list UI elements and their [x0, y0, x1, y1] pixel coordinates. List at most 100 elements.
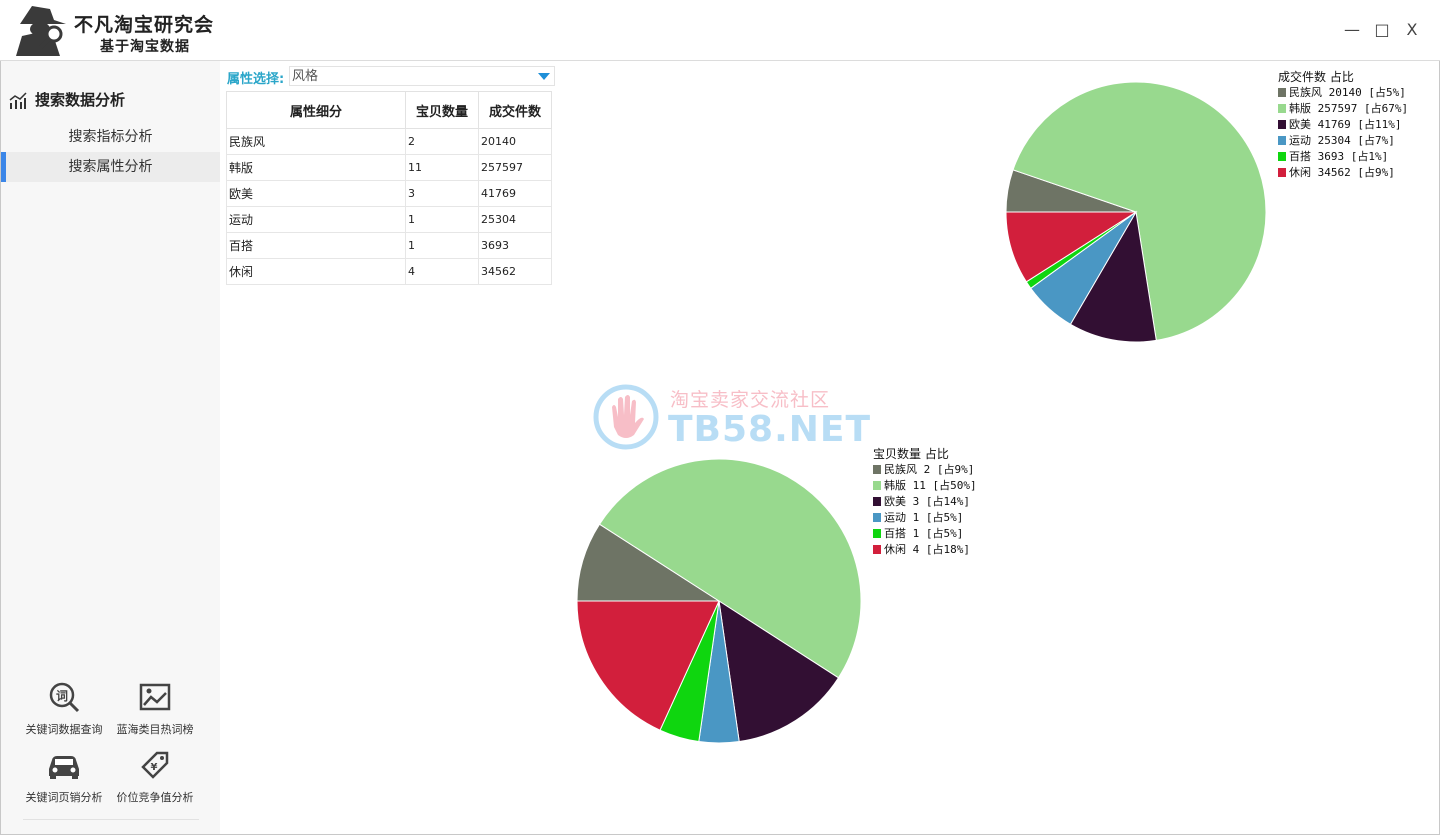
legend-label: 欧美 3 [占14%] — [884, 495, 970, 508]
tool-price-competition[interactable]: ¥ 价位竞争值分析 — [105, 749, 205, 805]
legend-label: 民族风 20140 [占5%] — [1289, 86, 1406, 99]
legend-item: 运动 25304 [占7%] — [1278, 133, 1408, 149]
table-row[interactable]: 运动 1 25304 — [226, 206, 552, 233]
legend-deals: 成交件数 占比 民族风 20140 [占5%] 韩版 257597 [占67%]… — [1278, 69, 1408, 181]
table-cell: 41769 — [478, 180, 552, 207]
table-cell: 欧美 — [226, 180, 406, 207]
table-cell: 1 — [405, 232, 479, 259]
legend-label: 休闲 34562 [占9%] — [1289, 166, 1395, 179]
tool-label: 关键词页销分析 — [25, 791, 103, 804]
legend-item: 运动 1 [占5%] — [873, 510, 977, 526]
table-cell: 韩版 — [226, 154, 406, 181]
legend-swatch — [873, 529, 881, 538]
table-cell: 11 — [405, 154, 479, 181]
legend-label: 民族风 2 [占9%] — [884, 463, 975, 476]
tool-label: 价位竞争值分析 — [116, 791, 194, 804]
legend-swatch — [873, 545, 881, 554]
sidebar-item-search-attributes[interactable]: 搜索属性分析 — [1, 152, 220, 182]
title-bar: 不凡淘宝研究会 基于淘宝数据 — □ X — [0, 0, 1440, 61]
table-cell: 34562 — [478, 258, 552, 285]
table-cell: 1 — [405, 206, 479, 233]
attribute-select-value: 风格 — [292, 69, 319, 84]
table-cell: 民族风 — [226, 128, 406, 155]
chart-title: 宝贝数量 占比 — [873, 447, 949, 461]
tool-label: 关键词数据查询 — [25, 723, 103, 736]
legend-label: 运动 1 [占5%] — [884, 511, 964, 524]
legend-swatch — [873, 497, 881, 506]
tool-keyword-sales-analysis[interactable]: 关键词页销分析 — [14, 749, 114, 805]
legend-label: 百搭 3693 [占1%] — [1289, 150, 1389, 163]
legend-swatch — [1278, 168, 1286, 177]
legend-swatch — [1278, 152, 1286, 161]
legend-label: 运动 25304 [占7%] — [1289, 134, 1395, 147]
tool-blue-ocean-hot-words[interactable]: 蓝海类目热词榜 — [105, 681, 205, 737]
attribute-table: 属性细分 宝贝数量 成交件数 民族风 2 20140 韩版 11 257597 欧美 3 4… — [226, 91, 552, 285]
minimize-button[interactable]: — — [1344, 20, 1360, 39]
dropdown-arrow-icon[interactable] — [538, 73, 550, 80]
tool-keyword-data-query[interactable]: 词 关键词数据查询 — [14, 681, 114, 737]
legend-label: 韩版 257597 [占67%] — [1289, 102, 1409, 115]
legend-swatch — [1278, 136, 1286, 145]
svg-text:¥: ¥ — [151, 762, 158, 773]
legend-item: 民族风 2 [占9%] — [873, 462, 977, 478]
sidebar: 搜索数据分析 搜索指标分析 搜索属性分析 词 关键词数据查询 蓝海类目热词榜 关… — [1, 61, 220, 834]
table-cell: 20140 — [478, 128, 552, 155]
trend-chart-icon — [9, 91, 27, 109]
legend-item: 百搭 1 [占5%] — [873, 526, 977, 542]
table-row[interactable]: 民族风 2 20140 — [226, 128, 552, 155]
table-cell: 4 — [405, 258, 479, 285]
table-row[interactable]: 百搭 1 3693 — [226, 232, 552, 259]
hand-logo-icon — [593, 384, 659, 450]
app-title: 不凡淘宝研究会 — [74, 14, 215, 36]
legend-items: 宝贝数量 占比 民族风 2 [占9%] 韩版 11 [占50%] 欧美 3 [占… — [873, 446, 977, 558]
keyword-search-icon: 词 — [49, 682, 80, 713]
legend-item: 百搭 3693 [占1%] — [1278, 149, 1408, 165]
watermark: 淘宝卖家交流社区 TB58.NET — [592, 383, 870, 453]
legend-item: 韩版 11 [占50%] — [873, 478, 977, 494]
table-row[interactable]: 休闲 4 34562 — [226, 258, 552, 285]
legend-item: 欧美 3 [占14%] — [873, 494, 977, 510]
table-cell: 2 — [405, 128, 479, 155]
legend-label: 欧美 41769 [占11%] — [1289, 118, 1402, 131]
legend-item: 休闲 34562 [占9%] — [1278, 165, 1408, 181]
maximize-button[interactable]: □ — [1374, 20, 1390, 39]
app-logo: 不凡淘宝研究会 基于淘宝数据 — [0, 0, 220, 60]
app-subtitle: 基于淘宝数据 — [100, 39, 190, 55]
image-chart-icon — [139, 683, 171, 711]
sidebar-item-search-metrics[interactable]: 搜索指标分析 — [68, 129, 153, 145]
divider — [23, 819, 199, 820]
legend-swatch — [1278, 104, 1286, 113]
detective-logo-icon — [16, 6, 66, 56]
legend-label: 韩版 11 [占50%] — [884, 479, 977, 492]
attribute-select-label: 属性选择: — [227, 72, 285, 87]
legend-item: 韩版 257597 [占67%] — [1278, 101, 1408, 117]
table-row[interactable]: 欧美 3 41769 — [226, 180, 552, 207]
legend-swatch — [873, 513, 881, 522]
svg-text:词: 词 — [56, 689, 68, 703]
legend-swatch — [1278, 120, 1286, 129]
column-header[interactable]: 宝贝数量 — [405, 91, 479, 129]
sidebar-section-header: 搜索数据分析 — [9, 89, 125, 111]
table-cell: 休闲 — [226, 258, 406, 285]
legend-item: 民族风 20140 [占5%] — [1278, 85, 1408, 101]
legend-swatch — [1278, 88, 1286, 97]
chart-title: 成交件数 占比 — [1278, 70, 1354, 84]
legend-label: 休闲 4 [占18%] — [884, 543, 970, 556]
watermark-text-en: TB58.NET — [668, 409, 872, 450]
table-row[interactable]: 韩版 11 257597 — [226, 154, 552, 181]
car-icon — [49, 756, 79, 779]
column-header[interactable]: 成交件数 — [478, 91, 552, 129]
table-header-row: 属性细分 宝贝数量 成交件数 — [226, 91, 552, 129]
legend-label: 百搭 1 [占5%] — [884, 527, 964, 540]
table-cell: 3693 — [478, 232, 552, 259]
attribute-select-dropdown[interactable]: 风格 — [289, 66, 555, 86]
close-button[interactable]: X — [1406, 20, 1418, 39]
table-cell: 百搭 — [226, 232, 406, 259]
column-header[interactable]: 属性细分 — [226, 91, 406, 129]
table-cell: 257597 — [478, 154, 552, 181]
legend-item: 休闲 4 [占18%] — [873, 542, 977, 558]
legend-swatch — [873, 481, 881, 490]
table-cell: 3 — [405, 180, 479, 207]
price-tag-icon: ¥ — [141, 751, 169, 779]
tool-label: 蓝海类目热词榜 — [116, 723, 194, 736]
